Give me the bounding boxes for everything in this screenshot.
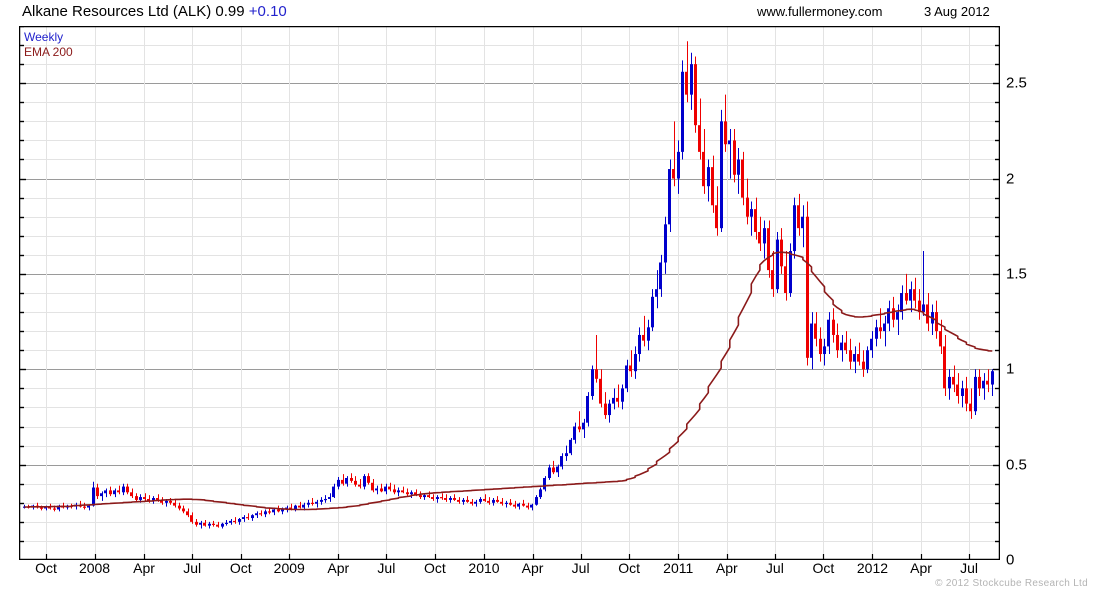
x-axis-tick-label: Apr (521, 560, 544, 576)
instrument-title: Alkane Resources Ltd (ALK) 0.99 +0.10 (22, 3, 287, 20)
x-axis-tick-label: Oct (424, 560, 446, 576)
x-axis-tick-label: Jul (571, 560, 590, 576)
x-axis-tick-label: Jul (183, 560, 202, 576)
plot-area (19, 26, 1000, 560)
chart-header: Alkane Resources Ltd (ALK) 0.99 +0.10 ww… (0, 0, 1100, 26)
copyright-notice: © 2012 Stockcube Research Ltd (935, 578, 1088, 589)
y-axis-tick-label: 2.5 (1006, 74, 1027, 92)
x-axis-tick-label: 2009 (273, 560, 305, 576)
y-axis-labels: 0 0.5 1 1.5 2 2.5 (1006, 26, 1096, 569)
chart-legend: Weekly EMA 200 (24, 30, 73, 60)
candlestick-plot (19, 26, 1000, 560)
y-axis-tick-label: 0.5 (1006, 456, 1027, 474)
x-axis-tick-label: Apr (133, 560, 155, 576)
y-axis-tick-label: 0 (1006, 551, 1015, 569)
legend-series-weekly: Weekly (24, 30, 64, 44)
instrument-title-text: Alkane Resources Ltd (ALK) 0.99 (22, 3, 245, 20)
x-axis-tick-label: 2011 (663, 560, 694, 576)
x-axis-tick-label: Oct (812, 560, 835, 576)
x-axis-tick-label: 2010 (468, 560, 500, 576)
x-axis-tick-label: Jul (960, 560, 979, 576)
x-axis-tick-label: Jul (377, 560, 396, 576)
x-axis-tick-label: 2008 (78, 560, 111, 576)
y-axis-tick-label: 1.5 (1006, 265, 1027, 283)
chart-date: 3 Aug 2012 (924, 4, 990, 19)
legend-overlay-ema200: EMA 200 (24, 45, 73, 59)
y-axis-tick-label: 2 (1006, 170, 1015, 188)
x-axis-tick-label: Jul (765, 560, 784, 576)
website-label: www.fullermoney.com (757, 4, 883, 19)
y-axis-tick-label: 1 (1006, 360, 1015, 378)
x-axis-tick-label: Oct (229, 560, 252, 576)
x-axis-tick-label: 2012 (856, 560, 889, 576)
x-axis-tick-label: Oct (618, 560, 641, 576)
x-axis-tick-label: Apr (910, 560, 932, 576)
price-change: +0.10 (248, 3, 287, 20)
x-axis-tick-label: Apr (327, 560, 350, 576)
x-axis-labels: Oct 2008 Apr Jul Oct 2009 Apr Jul Oct 2010 Apr Jul O… (0, 560, 1100, 584)
x-axis-tick-label: Oct (35, 560, 57, 576)
x-axis-tick-label: Apr (715, 560, 738, 576)
